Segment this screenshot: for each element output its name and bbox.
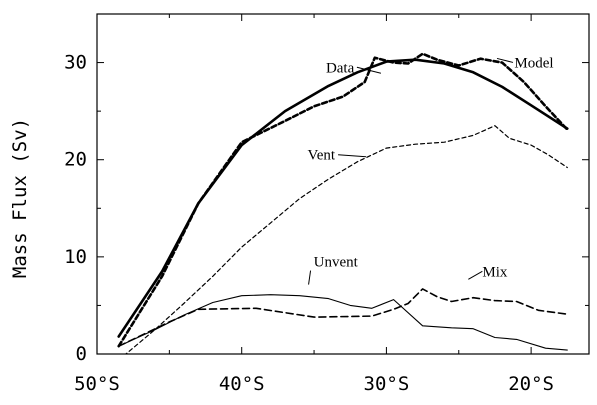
annotation-unvent: Unvent	[314, 255, 359, 271]
y-axis-title: Mass Flux (Sv)	[9, 118, 31, 278]
series-line-mix	[117, 288, 569, 348]
axes-layer	[96, 13, 590, 355]
series-line-unvent	[118, 294, 568, 351]
plot-frame	[96, 13, 590, 355]
annotation-leader-data	[356, 66, 382, 74]
labels-layer: 0 10 20 30 50°S 40°S 30°S 20°S Data Model Vent Unve…	[64, 52, 554, 395]
series-line-vent	[124, 125, 568, 354]
x-tick-label: 40°S	[219, 373, 265, 395]
annotation-mix: Mix	[482, 264, 508, 280]
series-line-data	[117, 58, 569, 338]
x-tick-label: 30°S	[364, 373, 410, 395]
x-tick-label: 20°S	[508, 373, 554, 395]
x-tick-label: 50°S	[74, 373, 120, 395]
annotation-leader-unvent	[308, 270, 312, 285]
annotation-leader-model	[496, 57, 514, 63]
annotation-model: Model	[514, 55, 553, 71]
annotation-leader-vent	[338, 154, 367, 158]
annotation-data: Data	[326, 60, 355, 76]
y-tick-label: 30	[64, 52, 87, 74]
annotation-vent: Vent	[308, 148, 336, 164]
series-line-model	[117, 52, 569, 348]
y-tick-label: 10	[64, 246, 87, 268]
series-layer	[117, 52, 569, 354]
y-tick-label: 20	[64, 149, 87, 171]
annotation-leader-mix	[468, 270, 483, 280]
y-tick-label: 0	[76, 343, 87, 365]
